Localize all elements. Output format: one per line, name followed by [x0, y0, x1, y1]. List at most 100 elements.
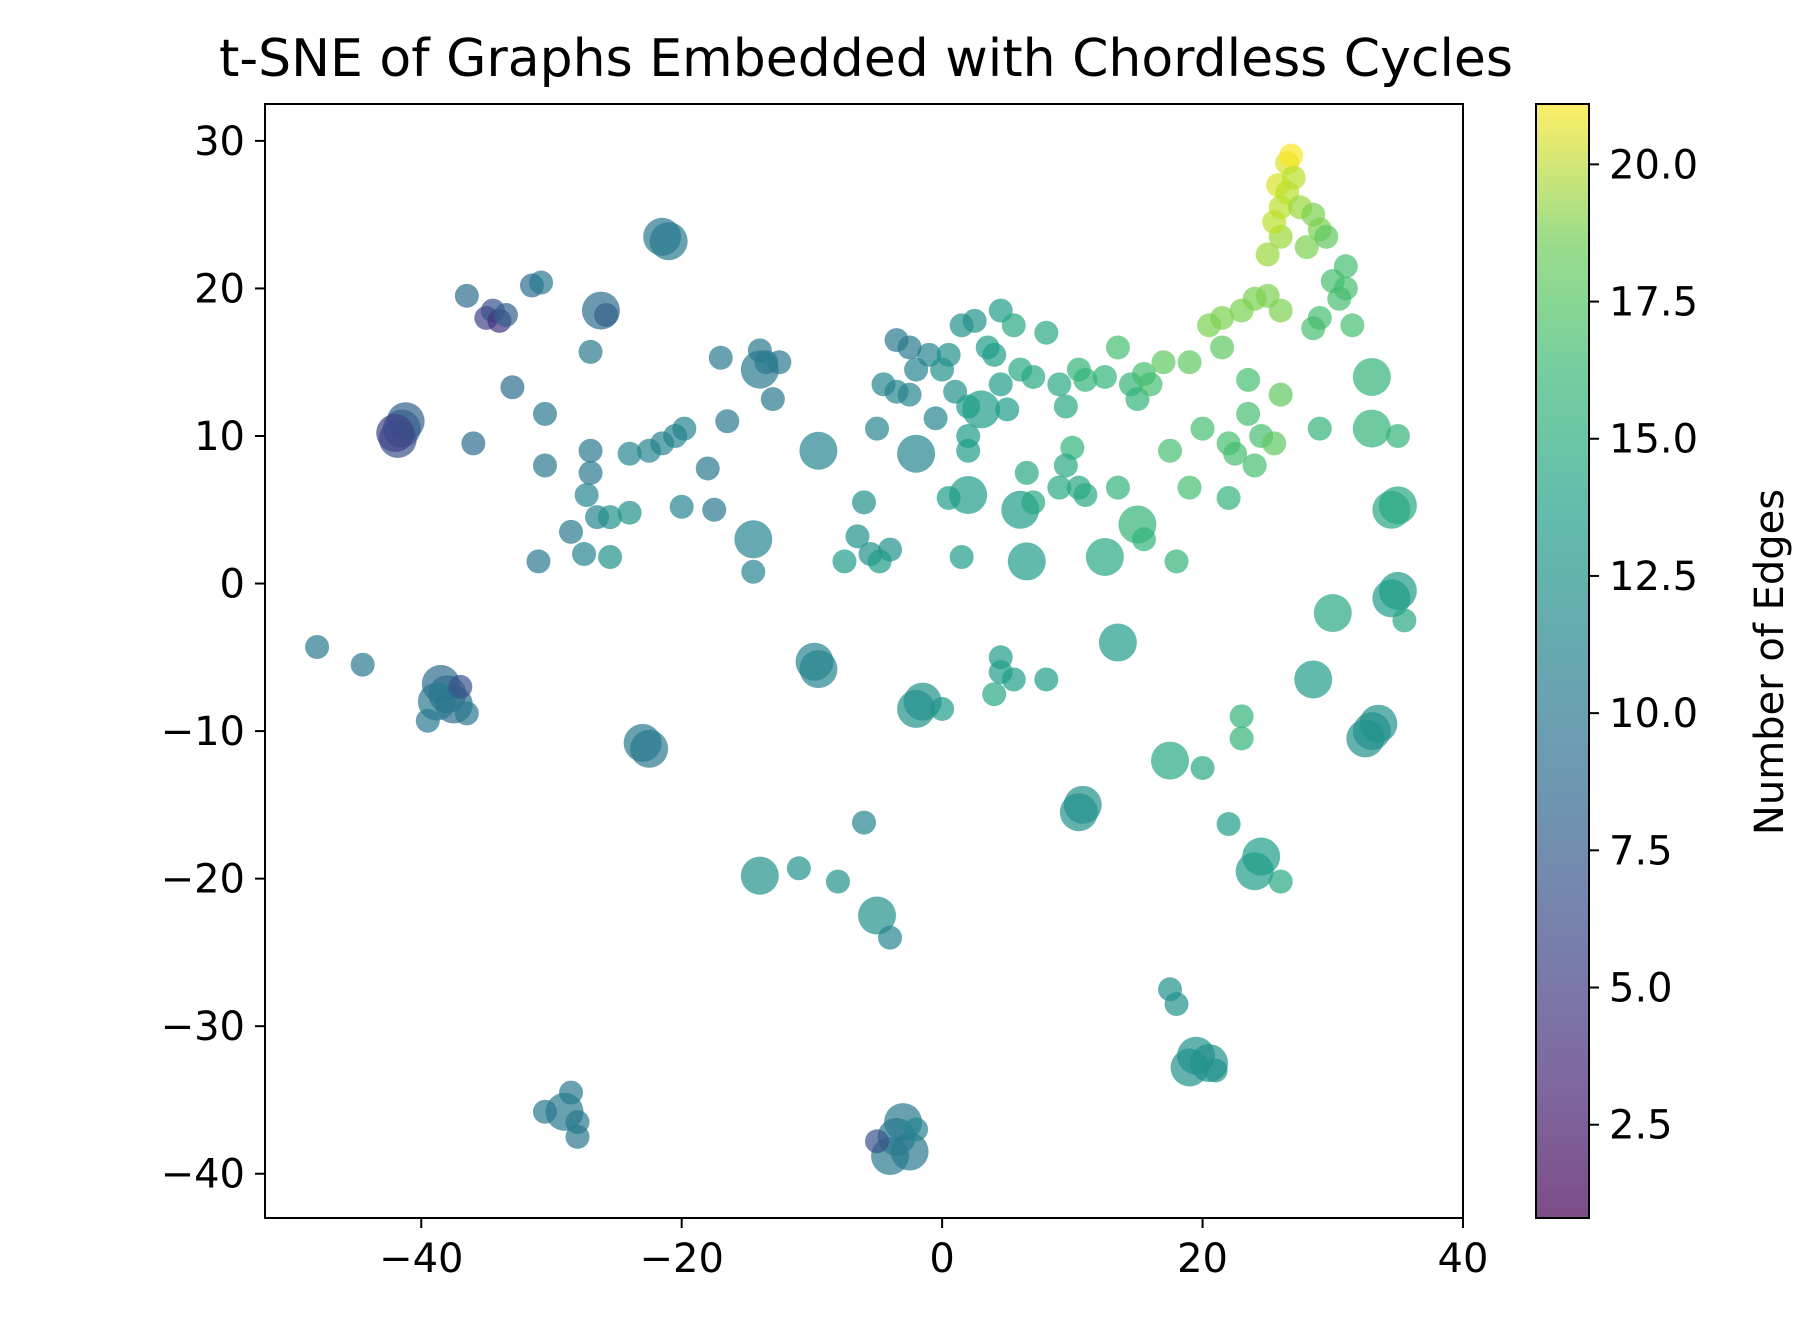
data-point — [1262, 431, 1287, 456]
data-point — [617, 500, 642, 525]
data-point — [865, 416, 890, 441]
chart-title: t-SNE of Graphs Embedded with Chordless … — [219, 29, 1513, 89]
x-axis: −40 −20 0 20 40 — [379, 1218, 1488, 1282]
data-point — [1164, 992, 1189, 1017]
data-point — [1279, 143, 1304, 168]
data-point — [1105, 475, 1130, 500]
data-point — [962, 308, 987, 333]
data-point — [1229, 726, 1254, 751]
data-point — [1092, 364, 1117, 389]
data-point — [578, 438, 603, 463]
data-point — [1047, 372, 1072, 397]
data-point — [904, 1117, 929, 1142]
data-point — [1170, 1048, 1209, 1087]
x-tick-label: −40 — [379, 1236, 463, 1282]
colorbar-tick-label: 2.5 — [1609, 1103, 1673, 1149]
data-point — [1073, 367, 1098, 392]
data-point — [852, 810, 876, 835]
data-point — [897, 335, 922, 360]
data-point — [949, 544, 974, 569]
x-tick-label: 0 — [929, 1236, 954, 1282]
colorbar-tick-label: 5.0 — [1609, 966, 1673, 1012]
data-point — [1210, 305, 1235, 330]
data-point — [376, 414, 415, 453]
data-point — [1203, 1058, 1228, 1083]
data-point — [1268, 382, 1293, 407]
data-point — [1014, 460, 1039, 485]
data-point — [962, 390, 1001, 429]
data-point — [350, 652, 375, 677]
data-point — [825, 869, 850, 894]
data-point — [1085, 537, 1124, 576]
data-point — [786, 856, 811, 881]
data-point — [1294, 235, 1319, 260]
data-point — [672, 416, 697, 441]
data-point — [1378, 571, 1417, 610]
data-point — [630, 729, 669, 768]
data-point — [1177, 475, 1202, 500]
data-point — [578, 339, 603, 364]
data-point — [1001, 667, 1026, 692]
data-point — [1047, 475, 1072, 500]
data-point — [1301, 316, 1326, 341]
data-point — [767, 350, 792, 375]
data-point — [574, 483, 599, 508]
data-point — [995, 397, 1020, 422]
data-point — [1392, 608, 1417, 633]
data-point — [734, 520, 773, 559]
data-point — [740, 856, 779, 895]
data-point — [1105, 335, 1130, 360]
data-point — [598, 544, 623, 569]
data-point — [852, 490, 876, 515]
data-point — [532, 453, 557, 478]
data-point — [1164, 549, 1189, 574]
colorbar-tick-label: 7.5 — [1609, 828, 1673, 874]
data-point — [565, 1124, 590, 1149]
data-point — [708, 345, 733, 370]
data-point — [923, 406, 948, 431]
data-point — [1229, 298, 1254, 323]
data-point — [1294, 660, 1333, 699]
y-tick-label: 20 — [194, 266, 245, 312]
colorbar-axis: 2.5 5.0 7.5 10.0 12.5 15.0 17.5 20.0 — [1589, 142, 1698, 1149]
y-tick-label: −30 — [161, 1004, 245, 1050]
data-point — [500, 375, 525, 400]
data-point — [1229, 704, 1254, 729]
data-point — [448, 674, 473, 699]
data-point — [1235, 852, 1274, 891]
data-point — [956, 423, 981, 448]
data-point — [1236, 401, 1261, 426]
x-tick-label: 40 — [1438, 1236, 1489, 1282]
data-point — [1385, 423, 1410, 448]
data-point — [454, 701, 479, 726]
data-point — [1034, 320, 1059, 345]
data-point — [702, 497, 727, 522]
data-point — [493, 302, 518, 327]
data-point — [1314, 224, 1339, 249]
plot-frame — [264, 103, 1464, 1219]
data-point — [1340, 313, 1365, 338]
colorbar-label: Number of Edges — [1747, 489, 1793, 835]
data-point — [461, 431, 486, 456]
data-point — [1216, 812, 1241, 837]
data-point — [695, 456, 720, 481]
data-point — [903, 682, 942, 721]
data-point — [1098, 623, 1137, 662]
data-point — [1053, 453, 1078, 478]
data-point — [982, 682, 1007, 707]
data-point — [1190, 416, 1215, 441]
data-point — [1216, 485, 1241, 510]
colorbar-tick-label: 10.0 — [1609, 691, 1698, 737]
data-point — [594, 302, 619, 327]
data-point — [1268, 298, 1293, 323]
data-point — [949, 476, 988, 515]
data-point — [1151, 741, 1190, 780]
data-point — [1063, 785, 1102, 824]
data-point — [1001, 313, 1026, 338]
data-point — [1223, 441, 1248, 466]
data-point — [867, 549, 892, 574]
y-tick-label: 10 — [194, 414, 245, 460]
data-point — [1007, 542, 1046, 581]
data-point — [858, 896, 897, 935]
data-point — [936, 342, 961, 367]
